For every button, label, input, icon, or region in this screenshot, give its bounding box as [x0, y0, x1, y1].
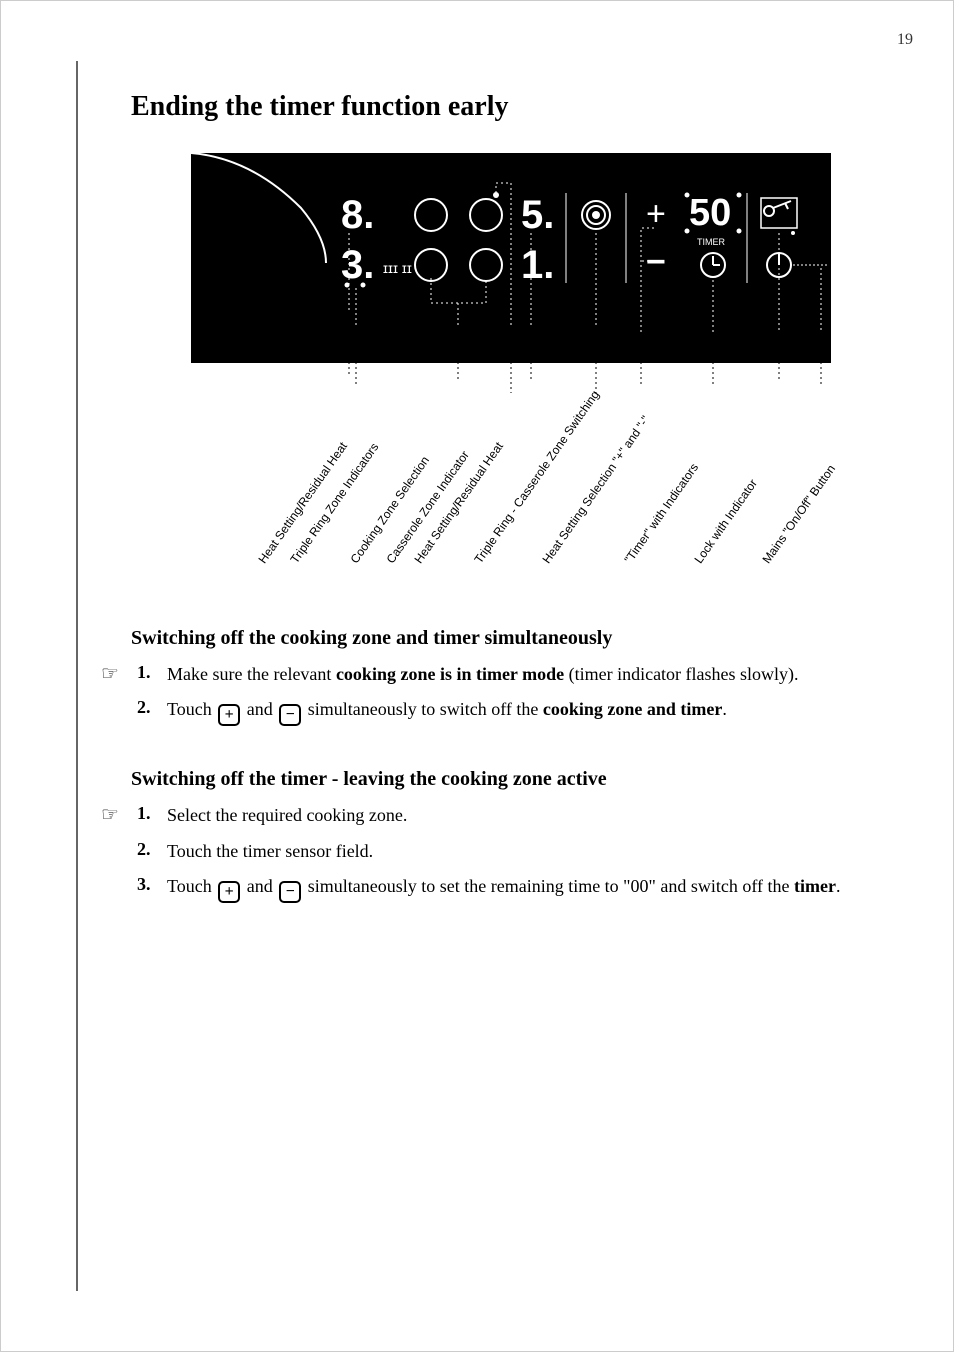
step: 2. Touch the timer sensor field.: [101, 839, 913, 864]
control-panel-illustration: 8. 3. ɪɪɪ ɪɪ 5. 1.: [191, 153, 831, 363]
step-number: 2.: [137, 697, 167, 718]
step: 2. Touch + and − simultaneously to switc…: [101, 697, 913, 726]
panel-callout-labels: Heat Setting/Residual Heat Triple Ring Z…: [191, 357, 831, 577]
timer-label: TIMER: [697, 237, 725, 247]
pointing-hand-icon: ☞: [101, 663, 119, 685]
triple-ring-bars-icon: ɪɪɪ ɪɪ: [383, 260, 412, 276]
display-bottom-left: 3.: [341, 243, 374, 287]
step: ☞ 1. Select the required cooking zone.: [101, 803, 913, 828]
pointing-hand-icon: ☞: [101, 804, 119, 826]
section1-steps: ☞ 1. Make sure the relevant cooking zone…: [101, 662, 913, 726]
minus-icon: −: [646, 243, 666, 281]
display-top-left: 8.: [341, 193, 374, 237]
page-title: Ending the timer function early: [131, 91, 913, 123]
step: ☞ 1. Make sure the relevant cooking zone…: [101, 662, 913, 687]
lock-indicator-dot-icon: [791, 231, 795, 235]
timer-indicator-dot-icon: [737, 229, 742, 234]
triple-ring-switch-icon: [592, 211, 600, 219]
step-text: Touch the timer sensor field.: [167, 839, 913, 864]
plus-button-icon: +: [218, 704, 240, 726]
manual-page: 19 Ending the timer function early 8. 3.…: [0, 0, 954, 1352]
timer-indicator-dot-icon: [685, 193, 690, 198]
callout-label: Lock with Indicator: [692, 477, 760, 566]
indicator-dot-icon: [361, 283, 366, 288]
plus-button-icon: +: [218, 881, 240, 903]
callout-label: Mains "On/Off" Button: [760, 462, 839, 566]
step: 3. Touch + and − simultaneously to set t…: [101, 874, 913, 903]
step-text: Touch + and − simultaneously to switch o…: [167, 697, 913, 726]
step-text: Touch + and − simultaneously to set the …: [167, 874, 913, 903]
callout-label: "Timer" with Indicators: [622, 461, 702, 566]
minus-button-icon: −: [279, 881, 301, 903]
step-text: Select the required cooking zone.: [167, 803, 913, 828]
minus-button-icon: −: [279, 704, 301, 726]
panel-svg: 8. 3. ɪɪɪ ɪɪ 5. 1.: [191, 153, 831, 363]
step-number: 1.: [137, 803, 167, 824]
step-number: 2.: [137, 839, 167, 860]
display-top-right: 5.: [521, 193, 554, 237]
step-number: 3.: [137, 874, 167, 895]
step-number: 1.: [137, 662, 167, 683]
control-panel-figure: 8. 3. ɪɪɪ ɪɪ 5. 1.: [191, 153, 913, 577]
section2-steps: ☞ 1. Select the required cooking zone. 2…: [101, 803, 913, 903]
timer-indicator-dot-icon: [737, 193, 742, 198]
display-bottom-right: 1.: [521, 243, 554, 287]
plus-icon: +: [646, 195, 666, 233]
timer-indicator-dot-icon: [685, 229, 690, 234]
callout-leaders-below: [191, 357, 831, 417]
section-heading-1: Switching off the cooking zone and timer…: [131, 627, 913, 650]
section-heading-2: Switching off the timer - leaving the co…: [131, 768, 913, 791]
timer-display: 50: [689, 192, 731, 234]
step-text: Make sure the relevant cooking zone is i…: [167, 662, 913, 687]
page-number: 19: [897, 31, 913, 49]
